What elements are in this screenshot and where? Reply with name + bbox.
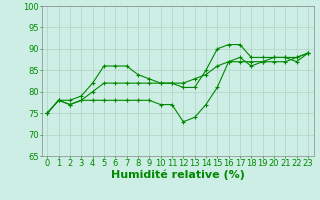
X-axis label: Humidité relative (%): Humidité relative (%) bbox=[111, 169, 244, 180]
